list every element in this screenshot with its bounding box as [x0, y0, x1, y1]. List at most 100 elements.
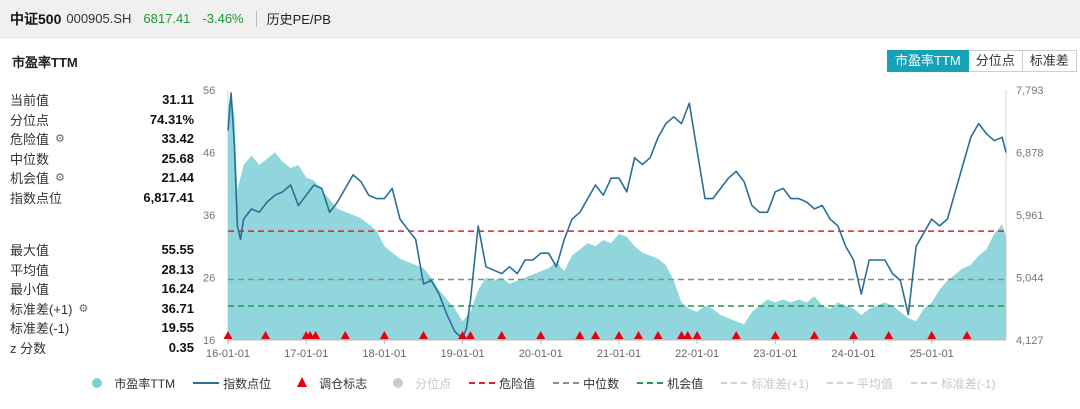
history-pe-pb-link[interactable]: 历史PE/PB [266, 12, 331, 27]
stat-row-index-level: 指数点位 6,817.41 [10, 188, 194, 208]
legend-mark [721, 382, 748, 384]
adjustment-marker [692, 331, 702, 339]
legend-symbol [826, 377, 853, 389]
tab-pe-ttm[interactable]: 市盈率TTM [887, 50, 969, 72]
adjustment-marker [962, 331, 972, 339]
adjustment-marker [614, 331, 624, 339]
legend-label: 平均值 [856, 376, 893, 391]
stat-label: 最小值 [10, 282, 50, 298]
stat-label: 当前值 [10, 93, 50, 109]
legend-item[interactable]: 分位点 [385, 375, 451, 392]
legend-item[interactable]: 指数点位 [193, 375, 271, 392]
adjustment-marker [731, 331, 741, 339]
tab-std-dev[interactable]: 标准差 [1022, 50, 1077, 72]
x-tick-label: 22-01-01 [675, 348, 719, 360]
legend-item[interactable]: 平均值 [826, 375, 893, 392]
y-right-tick-label: 4,127 [1016, 335, 1044, 347]
adjustment-marker [497, 331, 507, 339]
legend-mark [297, 377, 308, 387]
adjustment-marker [261, 331, 271, 339]
adjustment-marker [677, 331, 687, 339]
stat-label: 最大值 [10, 243, 50, 259]
legend-mark [910, 382, 937, 384]
legend-mark [469, 382, 496, 384]
legend-mark [553, 382, 580, 384]
legend-item[interactable]: 机会值 [637, 375, 703, 392]
legend-item[interactable]: 市盈率TTM [84, 375, 175, 392]
stat-label: 危险值 [10, 132, 50, 148]
legend-item[interactable]: 标准差(-1) [910, 375, 996, 392]
stats-panel: 当前值 31.11 分位点 74.31% 危险值 ⚙ 33.42 中位数 25.68 机会… [10, 90, 194, 357]
x-tick-label: 16-01-01 [206, 348, 250, 360]
legend-symbol [469, 377, 496, 389]
metric-tabs: 市盈率TTM 分位点 标准差 [887, 50, 1077, 72]
legend-symbol [637, 377, 664, 389]
stat-row-std-minus: 标准差(-1) 19.55 [10, 318, 194, 338]
legend-item[interactable]: 标准差(+1) [721, 375, 809, 392]
legend-label: 中位数 [583, 376, 620, 391]
legend-item[interactable]: 危险值 [469, 375, 535, 392]
adjustment-marker [849, 331, 859, 339]
legend-symbol [289, 377, 315, 389]
y-left-tick-label: 16 [203, 335, 215, 347]
stat-value: 28.13 [161, 261, 194, 277]
adjustment-marker [770, 331, 780, 339]
adjustment-marker [634, 331, 644, 339]
legend-symbol [385, 377, 411, 389]
stat-label: 中位数 [10, 151, 50, 167]
legend-label: 调仓标志 [319, 376, 368, 391]
adjustment-marker [223, 331, 233, 339]
stat-value: 74.31% [149, 111, 194, 127]
y-right-tick-label: 7,793 [1016, 85, 1044, 97]
y-left-tick-label: 36 [203, 210, 215, 222]
index-price: 6817.41 [143, 11, 191, 26]
tab-percentile[interactable]: 分位点 [968, 50, 1023, 72]
y-right-tick-label: 5,044 [1016, 273, 1044, 285]
chart-legend: 市盈率TTM 指数点位 调仓标志 分位点 危险值 中位数 机会值 标准差(+1) 平均值 标准差(… [0, 372, 1080, 394]
x-tick-label: 18-01-01 [362, 348, 406, 360]
adjustment-marker [653, 331, 663, 339]
gear-icon[interactable]: ⚙ [55, 172, 65, 185]
legend-label: 标准差(-1) [940, 376, 996, 391]
legend-mark [637, 382, 664, 384]
stat-row-percentile: 分位点 74.31% [10, 110, 194, 130]
stat-row-mean: 平均值 28.13 [10, 260, 194, 280]
legend-item[interactable]: 中位数 [553, 375, 619, 392]
legend-symbol [910, 377, 937, 389]
x-tick-label: 25-01-01 [910, 348, 954, 360]
index-code: 000905.SH [66, 11, 132, 26]
x-tick-label: 17-01-01 [284, 348, 328, 360]
adjustment-marker [465, 331, 475, 339]
top-bar: 中证500 000905.SH 6817.41 -3.46% 历史PE/PB [0, 0, 1080, 38]
stat-label: 平均值 [10, 262, 50, 278]
legend-item[interactable]: 调仓标志 [289, 375, 367, 392]
gear-icon[interactable]: ⚙ [55, 133, 65, 146]
y-right-tick-label: 5,961 [1016, 210, 1044, 222]
adjustment-marker [590, 331, 600, 339]
x-tick-label: 21-01-01 [597, 348, 641, 360]
stat-value: 0.35 [168, 339, 194, 355]
stat-value: 25.68 [161, 150, 194, 166]
stat-value: 16.24 [161, 281, 194, 297]
y-left-tick-label: 26 [203, 273, 215, 285]
legend-symbol [553, 377, 580, 389]
legend-mark [826, 382, 853, 384]
stat-row-current: 当前值 31.11 [10, 90, 194, 110]
stat-row-danger: 危险值 ⚙ 33.42 [10, 129, 194, 149]
gear-icon[interactable]: ⚙ [78, 302, 89, 315]
header-divider [255, 10, 257, 27]
stat-value: 36.71 [161, 300, 194, 316]
index-change: -3.46% [202, 11, 244, 26]
x-tick-label: 19-01-01 [441, 348, 485, 360]
index-level-line [227, 92, 1007, 340]
adjustment-marker [418, 331, 428, 339]
legend-mark [393, 378, 404, 388]
stat-label: z 分数 [10, 340, 47, 356]
x-tick-label: 23-01-01 [753, 348, 797, 360]
pe-ttm-area [228, 96, 1006, 340]
adjustment-marker [575, 331, 585, 339]
legend-label: 分位点 [415, 376, 452, 391]
legend-label: 标准差(+1) [751, 376, 809, 391]
stat-value: 55.55 [161, 242, 194, 258]
